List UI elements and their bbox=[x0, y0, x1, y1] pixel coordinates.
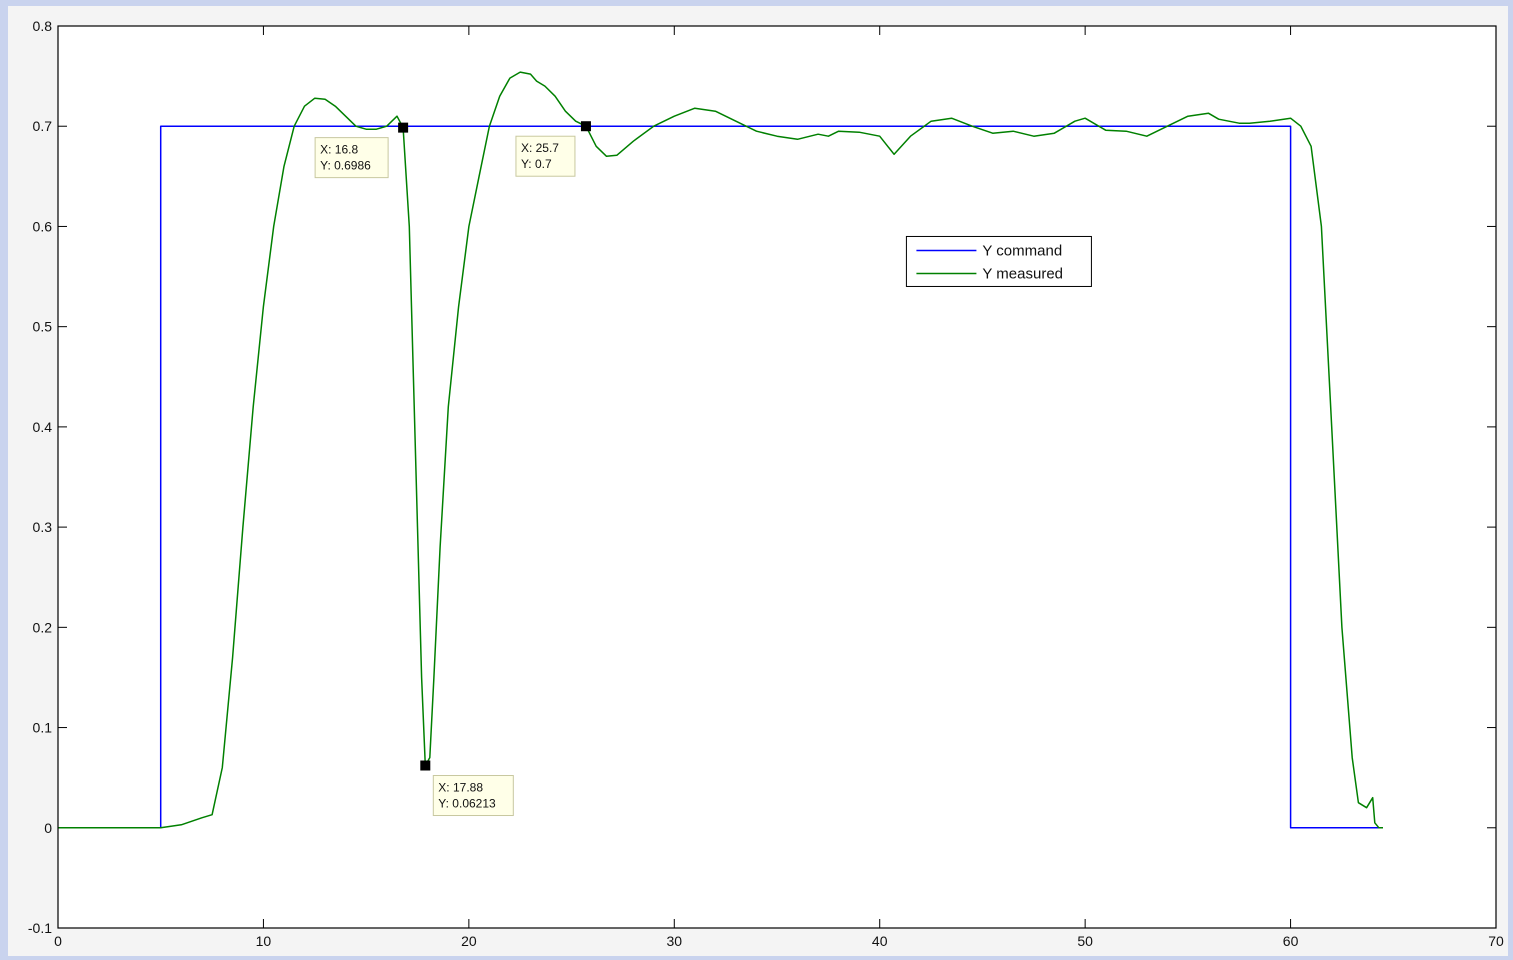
y-tick-label: 0.1 bbox=[33, 720, 53, 736]
x-tick-label: 40 bbox=[872, 933, 888, 949]
series-line-y-measured[interactable] bbox=[58, 71, 1383, 829]
y-tick-label: 0.5 bbox=[33, 319, 53, 335]
y-tick-label: 0.3 bbox=[33, 519, 53, 535]
x-tick-label: 10 bbox=[256, 933, 272, 949]
y-tick-label: 0 bbox=[44, 820, 52, 836]
datatip[interactable]: X: 25.7 Y: 0.7 bbox=[515, 121, 591, 177]
datatip-text: Y: 0.6986 bbox=[320, 159, 371, 173]
y-tick-label: -0.1 bbox=[28, 920, 52, 936]
y-tick-label: 0.4 bbox=[33, 419, 53, 435]
datatip-text: X: 16.8 bbox=[320, 143, 358, 157]
legend-box bbox=[905, 235, 1092, 287]
x-tick-label: 70 bbox=[1488, 933, 1504, 949]
datatip-marker[interactable] bbox=[420, 760, 431, 771]
datatip[interactable]: X: 17.88 Y: 0.06213 bbox=[420, 760, 514, 817]
x-tick-label: 0 bbox=[54, 933, 62, 949]
y-tick-label: 0.6 bbox=[33, 218, 53, 234]
y-axis: -0.1 0 0.1 0.2 0.3 0.4 0.5 0.6 0.7 0.8 bbox=[28, 18, 1496, 936]
legend-item-label: Y command bbox=[982, 242, 1062, 259]
legend-item-label: Y measured bbox=[982, 265, 1063, 282]
line-chart[interactable]: -0.100.10.20.30.40.50.60.70.8 0 10 20 30 40 5… bbox=[8, 6, 1508, 956]
figure-window: -0.1 0 0.1 0.2 0.3 0.4 0.5 0.6 0.7 0.8 0 10 20 30 40 5… bbox=[8, 6, 1508, 956]
x-tick-label: 30 bbox=[666, 933, 682, 949]
datatip-layer: X: 16.8 Y: 0.6986 X: 17.88 Y: 0.06213 X: 25.… bbox=[314, 121, 591, 817]
x-tick-label: 50 bbox=[1077, 933, 1093, 949]
x-tick-label: 60 bbox=[1283, 933, 1299, 949]
legend[interactable]: Y command Y measured bbox=[905, 235, 1092, 287]
datatip-text: X: 25.7 bbox=[521, 141, 559, 155]
datatip-marker[interactable] bbox=[580, 121, 591, 132]
datatip-text: Y: 0.7 bbox=[521, 157, 552, 171]
datatip-box bbox=[515, 135, 576, 177]
datatip-text: Y: 0.06213 bbox=[438, 797, 496, 811]
y-tick-label: 0.8 bbox=[33, 18, 53, 34]
datatip[interactable]: X: 16.8 Y: 0.6986 bbox=[314, 122, 409, 179]
y-tick-label: 0.7 bbox=[33, 118, 53, 134]
datatip-box bbox=[314, 137, 389, 179]
series-layer bbox=[58, 71, 1383, 829]
plot-area bbox=[58, 26, 1496, 928]
datatip-marker[interactable] bbox=[398, 122, 409, 133]
datatip-box bbox=[432, 775, 514, 817]
datatip-text: X: 17.88 bbox=[438, 781, 483, 795]
x-tick-label: 20 bbox=[461, 933, 477, 949]
plot-frame bbox=[57, 25, 1497, 929]
y-tick-label: 0.2 bbox=[33, 619, 53, 635]
